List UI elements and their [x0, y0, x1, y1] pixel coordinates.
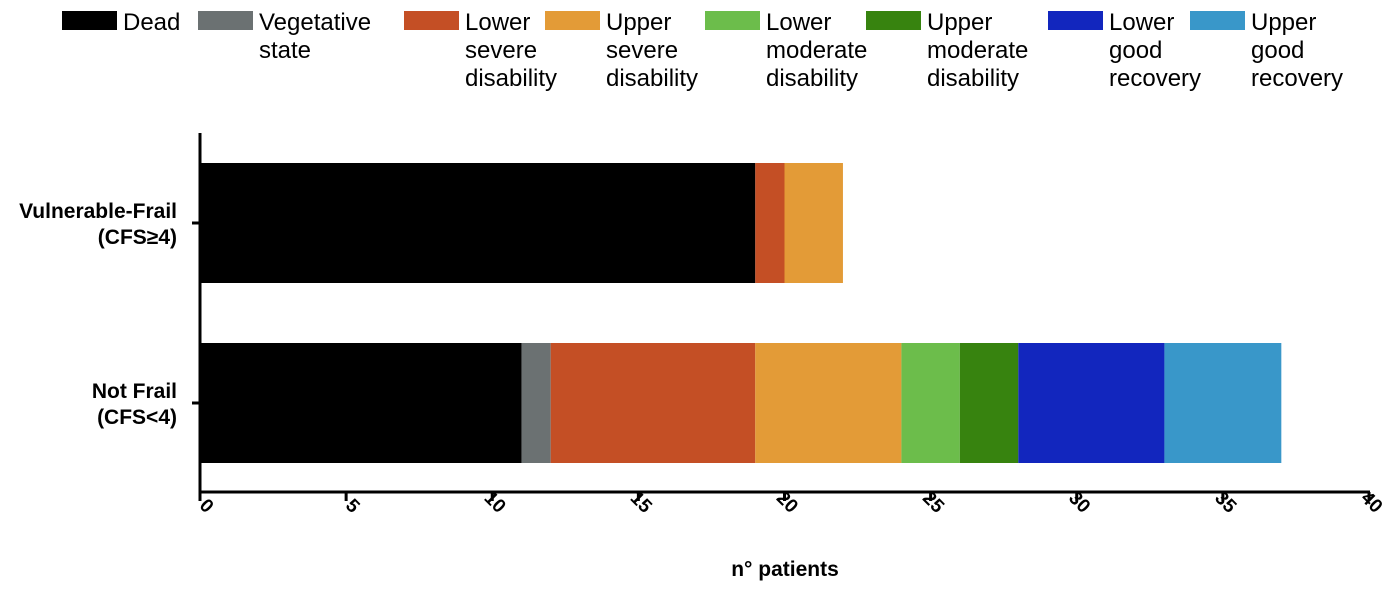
axes — [192, 133, 1371, 501]
x-axis-title: n° patients — [731, 558, 839, 581]
bar-not-frail-cfs-4-upper-moderate-disability — [959, 343, 1019, 463]
bar-not-frail-cfs-4-dead — [200, 343, 522, 463]
legend-swatch — [62, 11, 117, 30]
bar-not-frail-cfs-4-lower-severe-disability — [550, 343, 756, 463]
bar-vulnerable-frail-cfs-4-lower-severe-disability — [755, 163, 785, 283]
legend-swatch — [1190, 11, 1245, 30]
bar-vulnerable-frail-cfs-4-dead — [200, 163, 756, 283]
legend-item-upper-good-recovery: Upper good recovery — [1190, 9, 1343, 92]
legend-label: Upper good recovery — [1251, 9, 1343, 92]
x-tick-label: 5 — [341, 495, 364, 518]
legend-item-lower-moderate-disability: Lower moderate disability — [705, 9, 867, 92]
bar-not-frail-cfs-4-lower-good-recovery — [1018, 343, 1165, 463]
legend-label: Dead — [123, 9, 180, 36]
bar-vulnerable-frail-cfs-4-upper-severe-disability — [784, 163, 843, 283]
bar-not-frail-cfs-4-upper-severe-disability — [755, 343, 902, 463]
legend-swatch — [545, 11, 600, 30]
legend-label: Lower moderate disability — [766, 9, 867, 92]
legend-label: Upper moderate disability — [927, 9, 1028, 92]
bars — [200, 163, 1282, 463]
legend-swatch — [866, 11, 921, 30]
category-label-vulnerable-frail-cfs-4: Vulnerable-Frail (CFS≥4) — [19, 200, 177, 249]
legend-swatch — [198, 11, 253, 30]
legend-label: Lower good recovery — [1109, 9, 1201, 92]
legend-label: Upper severe disability — [606, 9, 698, 92]
legend-item-upper-moderate-disability: Upper moderate disability — [866, 9, 1028, 92]
legend-swatch — [404, 11, 459, 30]
legend-label: Vegetative state — [259, 9, 371, 64]
legend-swatch — [705, 11, 760, 30]
legend-item-dead: Dead — [62, 9, 180, 36]
bar-not-frail-cfs-4-lower-moderate-disability — [901, 343, 960, 463]
x-tick-label: 0 — [195, 495, 217, 517]
category-label-not-frail-cfs-4: Not Frail (CFS<4) — [92, 380, 177, 429]
bar-not-frail-cfs-4-upper-good-recovery — [1164, 343, 1282, 463]
legend-swatch — [1048, 11, 1103, 30]
legend-label: Lower severe disability — [465, 9, 557, 92]
legend-item-lower-good-recovery: Lower good recovery — [1048, 9, 1201, 92]
legend-item-lower-severe-disability: Lower severe disability — [404, 9, 557, 92]
category-labels: Vulnerable-Frail (CFS≥4) Not Frail (CFS<4) — [19, 200, 177, 429]
legend: Dead Vegetative state Lower severe disability… — [62, 9, 1343, 92]
legend-item-vegetative-state: Vegetative state — [198, 9, 371, 64]
legend-item-upper-severe-disability: Upper severe disability — [545, 9, 698, 92]
bar-not-frail-cfs-4-vegetative-state — [521, 343, 551, 463]
